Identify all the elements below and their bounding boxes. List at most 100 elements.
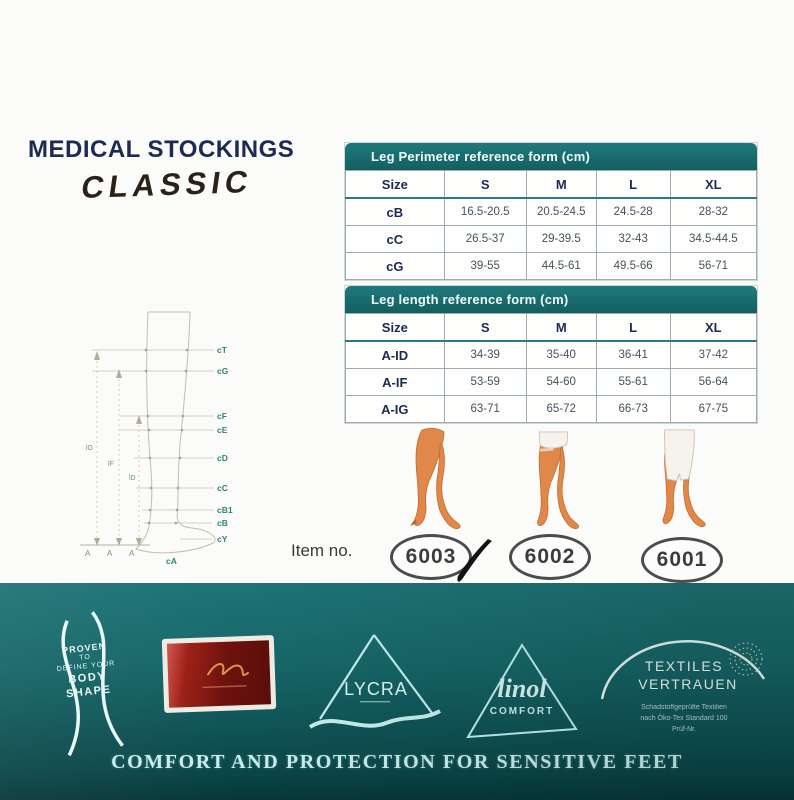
body-shape-badge: PROVEN TO DEFINE YOUR BODY SHAPE	[26, 604, 149, 766]
length-label: lD	[129, 475, 136, 482]
lycra-triangle-wave-icon: LYCRA	[308, 634, 441, 729]
cell-value: 36-41	[595, 340, 671, 369]
baseline-letter: A	[107, 549, 113, 558]
row-label: cB	[345, 197, 445, 226]
cell-value: 56-64	[669, 368, 758, 396]
cell-value: 29-39.5	[525, 225, 597, 253]
cell-value: 56-71	[669, 252, 758, 280]
capri-pants-overlay	[664, 429, 695, 482]
oeko-title-2: VERTRAUEN	[638, 676, 738, 692]
table-row: cC 26.5-37 29-39.5 32-43 34.5-44.5	[345, 225, 758, 253]
oeko-title-1: TEXTILES	[645, 658, 723, 674]
item-number-value: 6002	[524, 545, 576, 568]
table-row: A-ID 34-39 35-40 36-41 37-42	[345, 340, 758, 369]
column-header: S	[443, 313, 527, 342]
length-label: lF	[108, 461, 114, 468]
item-no-label: Item no.	[291, 541, 353, 560]
cell-value: 49.5-66	[595, 252, 671, 280]
textiles-vertrauen-badge: TEXTILES VERTRAUEN Schadstoffgeprüfte Te…	[594, 619, 788, 749]
row-label: A-IF	[345, 368, 445, 396]
thigh-high-stocking-illustration	[537, 431, 580, 530]
body-shape-text: PROVEN TO DEFINE YOUR BODY SHAPE	[30, 638, 143, 705]
lycra-badge: LYCRA	[308, 629, 444, 745]
column-header: Size	[345, 313, 445, 342]
girth-label: cB1	[217, 505, 233, 515]
baseline-letter: A	[129, 549, 135, 558]
cell-value: 44.5-61	[525, 252, 597, 280]
cell-value: 24.5-28	[595, 197, 671, 226]
cell-value: 54-60	[525, 368, 597, 396]
girth-label: cY	[217, 534, 228, 544]
pen-check-mark-icon	[457, 539, 492, 582]
linol-triangle-icon: linol COMFORT	[466, 643, 578, 739]
cell-value: 53-59	[443, 368, 527, 396]
column-header: XL	[669, 170, 758, 199]
column-header: Size	[345, 170, 445, 199]
cell-value: 28-32	[669, 197, 758, 226]
girth-label: cB	[217, 518, 228, 528]
cell-value: 39-55	[443, 252, 527, 280]
product-line-name: CLASSIC	[79, 163, 256, 206]
cell-value: 66-73	[595, 395, 671, 423]
girth-label: cD	[217, 453, 228, 463]
item-number-6002: 6002	[509, 534, 591, 580]
column-header: L	[595, 313, 671, 342]
girth-label: cC	[217, 483, 228, 493]
cell-value: 37-42	[669, 340, 758, 369]
cell-value: 16.5-20.5	[443, 197, 527, 226]
girth-label: cA	[166, 556, 177, 566]
cell-value: 34-39	[443, 340, 527, 369]
slogan-text: COMFORT AND PROTECTION FOR SENSITIVE FEE…	[111, 751, 683, 773]
row-label: A-ID	[345, 340, 445, 369]
table-header-row: Size S M L XL	[345, 170, 758, 199]
hourglass-curves-icon	[61, 611, 124, 757]
column-header: M	[525, 170, 597, 199]
pantyhose-illustration	[410, 427, 461, 530]
column-header: XL	[669, 313, 758, 342]
cell-value: 65-72	[525, 395, 597, 423]
shorts-overlay	[538, 431, 569, 449]
table-row: cG 39-55 44.5-61 49.5-66 56-71	[345, 252, 758, 280]
lycra-label: LYCRA	[344, 679, 408, 699]
column-header: L	[595, 170, 671, 199]
brand-band: PROVEN TO DEFINE YOUR BODY SHAPE LYCRA	[0, 583, 794, 800]
baseline-marks: A A A	[85, 549, 135, 558]
girth-label: cT	[217, 345, 228, 355]
red-brand-tag	[161, 635, 277, 713]
cell-value: 20.5-24.5	[525, 197, 597, 226]
girth-label: cF	[217, 411, 227, 421]
table-title: Leg length reference form (cm)	[345, 286, 757, 313]
cell-value: 55-61	[595, 368, 671, 396]
stocking-top-band	[539, 447, 554, 452]
length-label: lG	[86, 445, 93, 452]
linol-comfort-badge: linol COMFORT	[460, 639, 584, 745]
column-header: M	[525, 313, 597, 342]
oeko-small-line: Schadstoffgeprüfte Textilien	[641, 704, 727, 711]
cell-value: 26.5-37	[443, 225, 527, 253]
girth-label: cG	[217, 366, 229, 376]
row-label: cG	[345, 252, 445, 280]
cell-value: 67-75	[669, 395, 758, 423]
linol-label: linol	[497, 674, 547, 703]
table-row: A-IG 63-71 65-72 66-73 67-75	[345, 395, 758, 423]
knee-high-stocking-illustration	[662, 429, 706, 528]
oeko-small-line: Prüf-Nr.	[672, 726, 696, 733]
arc-icon	[600, 640, 766, 700]
cell-value: 34.5-44.5	[669, 225, 758, 253]
signature-script-icon	[202, 662, 249, 689]
oeko-small-line: nach Öko-Tex Standard 100	[640, 714, 727, 722]
table-title: Leg Perimeter reference form (cm)	[345, 143, 757, 170]
table-row: A-IF 53-59 54-60 55-61 56-64	[345, 368, 758, 396]
table-header-row: Size S M L XL	[345, 313, 758, 342]
cell-value: 35-40	[525, 340, 597, 369]
baseline-letter: A	[85, 549, 91, 558]
item-number-value: 6001	[656, 548, 708, 571]
cell-value: 63-71	[443, 395, 527, 423]
item-number-value: 6003	[405, 545, 457, 568]
product-title: MEDICAL STOCKINGS	[28, 136, 295, 163]
girth-label: cE	[217, 425, 228, 435]
row-label: A-IG	[345, 395, 445, 423]
item-number-6001: 6001	[641, 537, 723, 583]
leg-length-table: Leg length reference form (cm) Size S M …	[345, 286, 758, 423]
